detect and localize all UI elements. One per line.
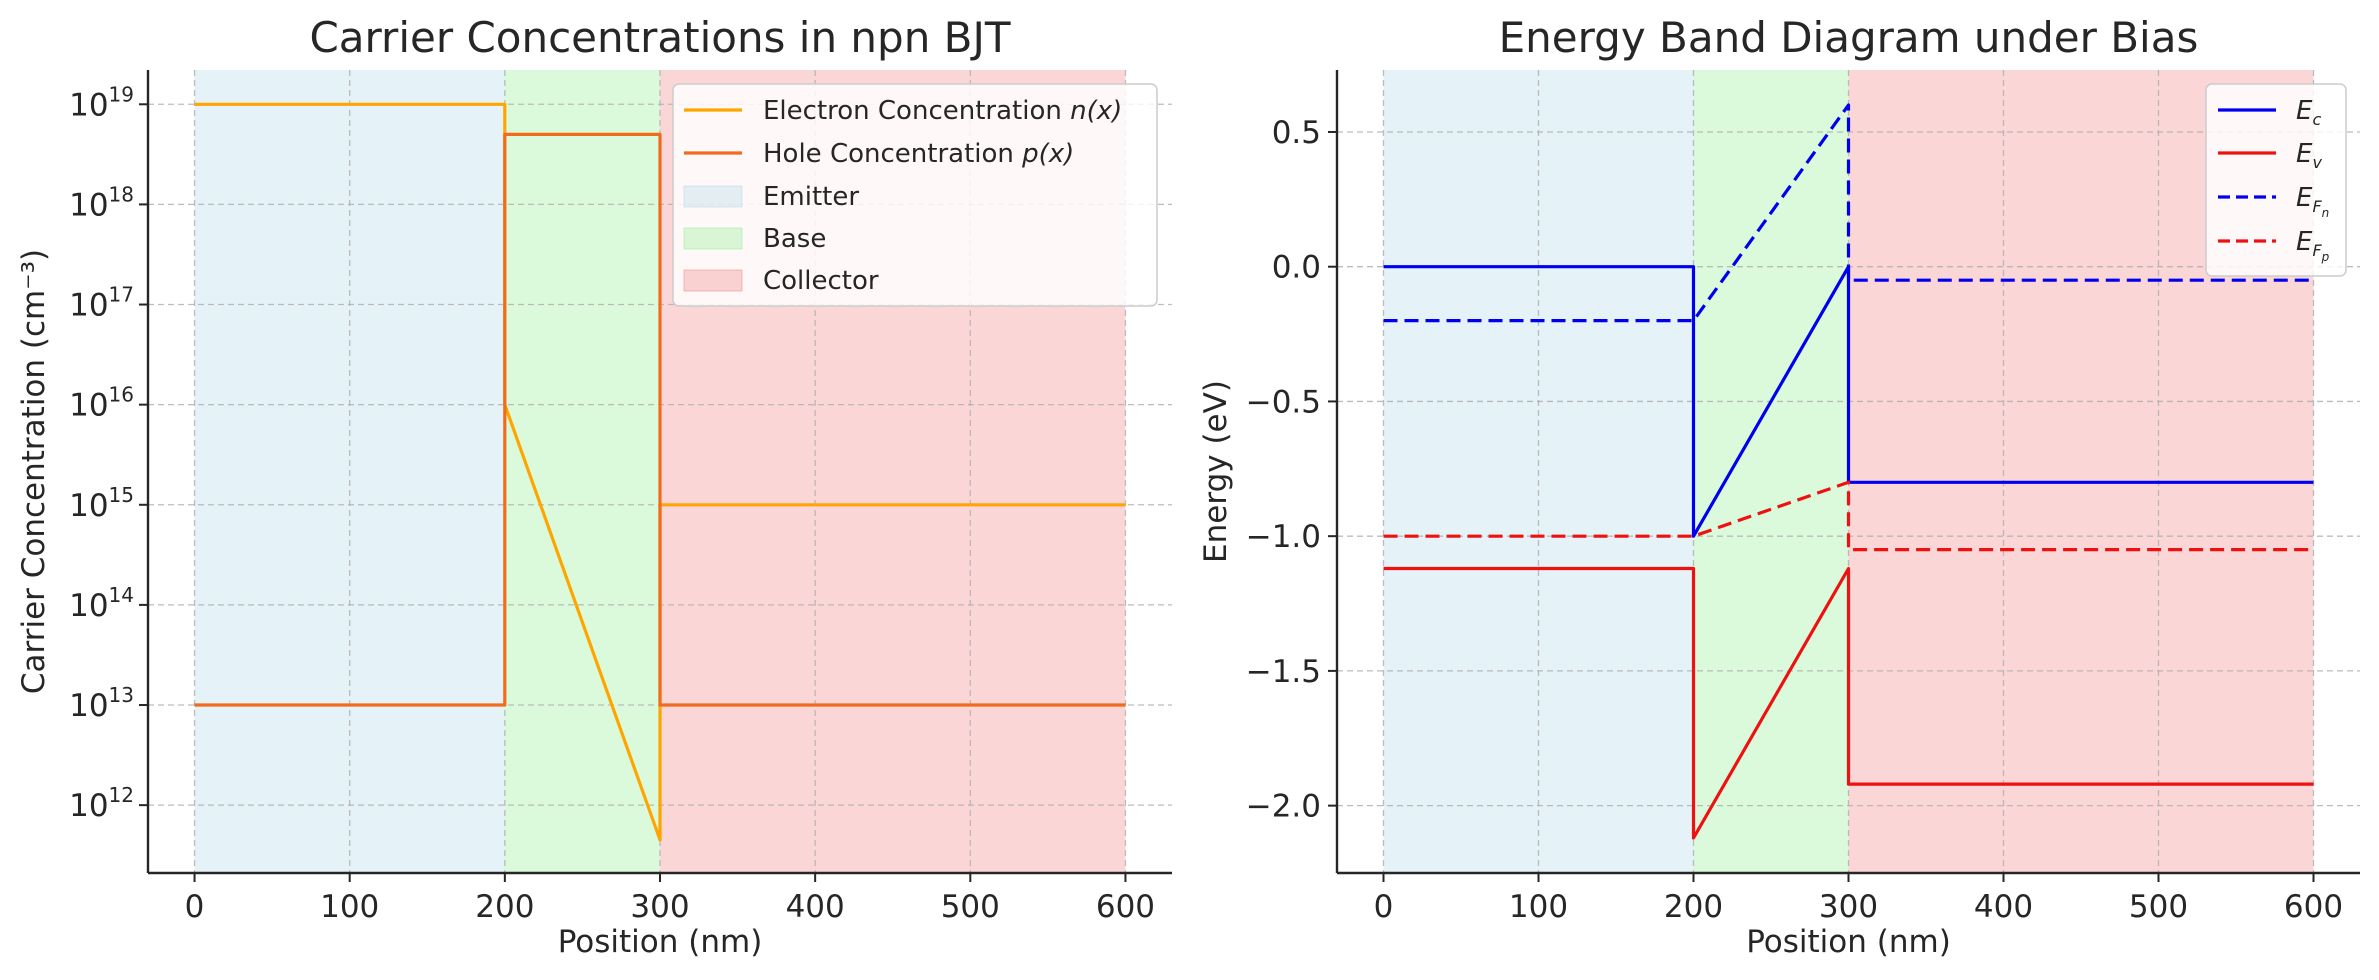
legend-subscript: c [2312,110,2321,129]
legend: Electron Concentration n(x) Hole Concentr… [672,83,1158,307]
x-tick-label: 500 [2129,889,2188,925]
series-line-2 [194,132,1126,707]
x-axis-label: Position (nm) [1746,924,1951,960]
x-tick-label: 600 [2284,889,2343,925]
y-tick-base: 10 [69,187,108,223]
legend-subscript: v [2312,153,2322,172]
chart-title: Carrier Concentrations in npn BJT [309,13,1010,62]
y-tick-base: 10 [69,488,108,524]
x-tick-label: 300 [1819,889,1878,925]
y-tick-label: 1018 [69,182,134,223]
y-tick-label: −1.0 [1246,519,1321,555]
y-tick-base: 10 [69,288,108,324]
legend-label: Base [763,224,826,254]
y-tick-label: 1015 [69,483,134,524]
legend-subscript: F [2312,241,2322,260]
y-tick-label: −0.5 [1246,384,1321,420]
legend-series-math: n(x) [1070,96,1122,126]
y-axis-label: Carrier Concentration (cm⁻³) [16,249,52,694]
x-tick-label: 400 [1974,889,2033,925]
series-line-4 [1383,480,2314,552]
legend-symbol: E [2296,227,2313,257]
legend-label: Ec [2296,96,2321,129]
legend-frame [672,83,1158,307]
legend-label: EFn [2296,183,2329,220]
legend-swatch-region [683,185,743,208]
x-tick-label: 400 [786,889,845,925]
legend-series-math: p(x) [1021,139,1074,169]
y-tick-exponent: 12 [109,783,134,807]
legend-label: Emitter [763,182,859,212]
y-tick-label: 1019 [69,82,134,123]
x-tick-label: 0 [185,889,205,925]
legend-swatch-region [683,227,743,250]
y-tick-label: 1012 [69,783,134,824]
series-line-2 [1383,566,2314,840]
y-tick-exponent: 16 [109,383,134,407]
chart-panel-2: 0 100 200 300 400 500 600 0.5 0.0 −0.5 −1.0 −1.5 −2.… [1198,13,2360,960]
y-tick-base: 10 [69,87,108,123]
y-tick-exponent: 17 [109,283,134,307]
legend-symbol: E [2296,183,2313,213]
legend-swatch-region [683,269,743,292]
series-line-1 [1383,265,2314,538]
legend-sub-subscript: p [2321,250,2330,264]
y-tick-label: 1016 [69,383,134,424]
chart-panel-1: 0 100 200 300 400 500 600101210131014101510161… [16,13,1172,960]
x-tick-label: 200 [475,889,534,925]
y-tick-label: 1014 [69,583,134,624]
y-tick-label: −1.5 [1246,654,1321,690]
y-tick-exponent: 19 [109,82,134,106]
series-line-1 [194,102,1126,842]
x-tick-label: 0 [1374,889,1394,925]
y-tick-exponent: 13 [109,683,134,707]
legend-label: Electron Concentration n(x) [763,96,1122,126]
x-tick-label: 200 [1664,889,1723,925]
legend-series-name: Electron Concentration [763,96,1070,126]
y-tick-label: 1017 [69,283,134,324]
legend-label: EFp [2296,227,2330,264]
y-tick-exponent: 14 [109,583,134,607]
legend-symbol: E [2296,139,2313,169]
legend-label: Collector [763,266,879,296]
x-tick-label: 500 [941,889,1000,925]
y-tick-label: 0.0 [1272,250,1321,286]
y-tick-label: 1013 [69,683,134,724]
region-base [1693,70,1849,873]
x-tick-label: 100 [320,889,379,925]
y-tick-base: 10 [69,688,108,724]
legend-symbol: E [2296,96,2313,126]
y-tick-base: 10 [69,788,108,824]
x-tick-label: 300 [630,889,689,925]
legend-subscript: F [2312,197,2322,216]
legend-series-name: Hole Concentration [763,139,1022,169]
y-tick-base: 10 [69,388,108,424]
x-tick-label: 600 [1096,889,1155,925]
series-line-3 [1383,103,2314,323]
y-tick-exponent: 18 [109,182,134,206]
x-tick-label: 100 [1509,889,1568,925]
legend-label: Ev [2296,139,2322,172]
y-axis-label: Energy (eV) [1198,380,1234,563]
y-tick-label: −2.0 [1246,789,1321,825]
legend-label: Hole Concentration p(x) [763,139,1074,169]
chart-title: Energy Band Diagram under Bias [1499,13,2199,62]
legend-sub-subscript: n [2322,206,2330,220]
x-axis-label: Position (nm) [558,924,763,960]
y-tick-base: 10 [69,588,108,624]
legend-frame [2205,83,2347,277]
y-tick-label: 0.5 [1272,115,1321,151]
y-tick-exponent: 15 [109,483,134,507]
